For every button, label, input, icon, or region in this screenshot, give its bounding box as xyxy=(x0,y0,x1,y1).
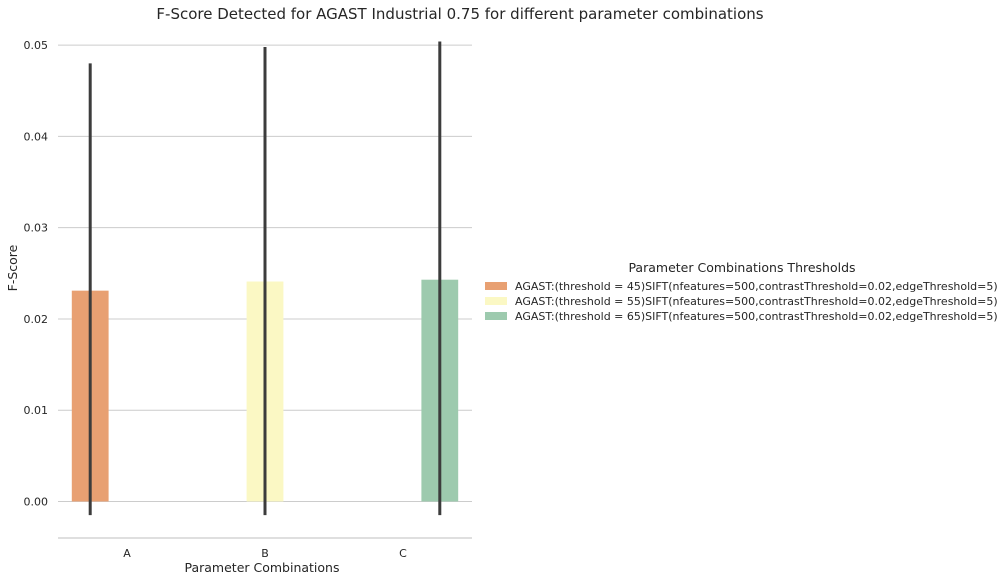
chart-title: F-Score Detected for AGAST Industrial 0.… xyxy=(156,5,763,23)
y-axis-label: F-Score xyxy=(5,244,20,291)
y-tick-label: 0.03 xyxy=(24,222,49,235)
x-axis-label: Parameter Combinations xyxy=(184,560,339,575)
legend-items: AGAST:(threshold = 45)SIFT(nfeatures=500… xyxy=(485,280,998,323)
legend-label: AGAST:(threshold = 55)SIFT(nfeatures=500… xyxy=(515,295,998,308)
x-tick-labels: A B C xyxy=(123,547,407,560)
legend-label: AGAST:(threshold = 65)SIFT(nfeatures=500… xyxy=(515,310,998,323)
error-bars xyxy=(88,41,442,516)
legend-title: Parameter Combinations Thresholds xyxy=(628,260,855,275)
legend-swatch xyxy=(485,312,507,320)
legend-swatch xyxy=(485,282,507,290)
x-tick-label: A xyxy=(123,547,131,560)
y-tick-label: 0.05 xyxy=(24,39,49,52)
legend-swatch xyxy=(485,297,507,305)
y-tick-label: 0.04 xyxy=(24,130,49,143)
y-tick-label: 0.02 xyxy=(24,313,49,326)
y-tick-label: 0.01 xyxy=(24,404,49,417)
x-tick-label: B xyxy=(261,547,269,560)
x-tick-label: C xyxy=(399,547,407,560)
legend: Parameter Combinations Thresholds AGAST:… xyxy=(485,260,998,323)
y-tick-labels: 0.00 0.01 0.02 0.03 0.04 0.05 xyxy=(24,39,49,508)
y-tick-label: 0.00 xyxy=(24,495,49,508)
legend-label: AGAST:(threshold = 45)SIFT(nfeatures=500… xyxy=(515,280,998,293)
